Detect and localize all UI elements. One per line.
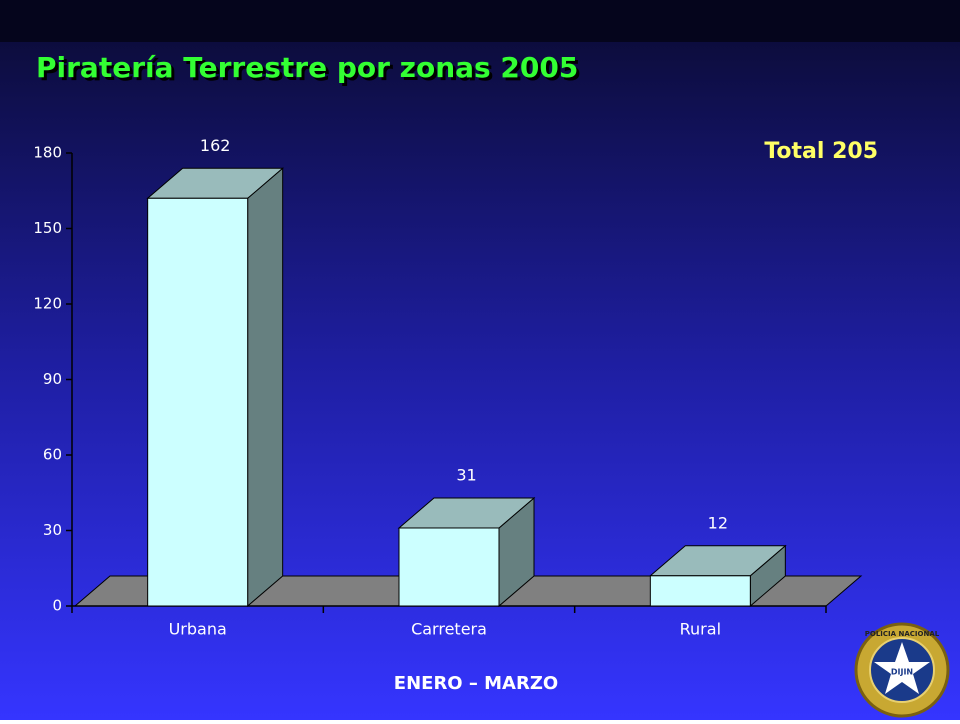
logo-star [874,642,930,694]
value-label: 12 [708,513,728,532]
chart-title: Piratería Terrestre por zonas 2005 [36,51,578,84]
y-tick-label: 0 [52,597,62,615]
logo: POLICIA NACIONAL DIJIN [854,622,950,718]
bar-front [147,197,249,607]
y-tick-label: 150 [33,219,62,237]
top-band [0,0,960,42]
logo-center-text: DIJIN [891,668,913,677]
x-tick-label: Urbana [169,620,227,639]
bar-side [247,167,284,608]
x-tick-label: Carretera [411,620,487,639]
y-tick-label: 180 [33,144,62,162]
footer: ENERO – MARZO [394,673,558,694]
y-tick-label: 120 [33,295,62,313]
title-shadow: Piratería Terrestre por zonas 2005 [39,54,581,87]
x-tick-label: Rural [680,620,721,639]
y-tick-label: 30 [43,521,62,539]
value-label: 31 [456,465,476,484]
bar-front [649,575,751,607]
logo-ring-text: POLICIA NACIONAL [865,630,940,638]
bar [648,544,787,608]
y-tick-label: 90 [43,370,62,388]
annotation: Total 205 [764,139,878,164]
y-tick-label: 60 [43,446,62,464]
bar-front [398,527,500,607]
bar [397,496,536,608]
bar [146,167,285,608]
value-label: 162 [200,136,231,155]
